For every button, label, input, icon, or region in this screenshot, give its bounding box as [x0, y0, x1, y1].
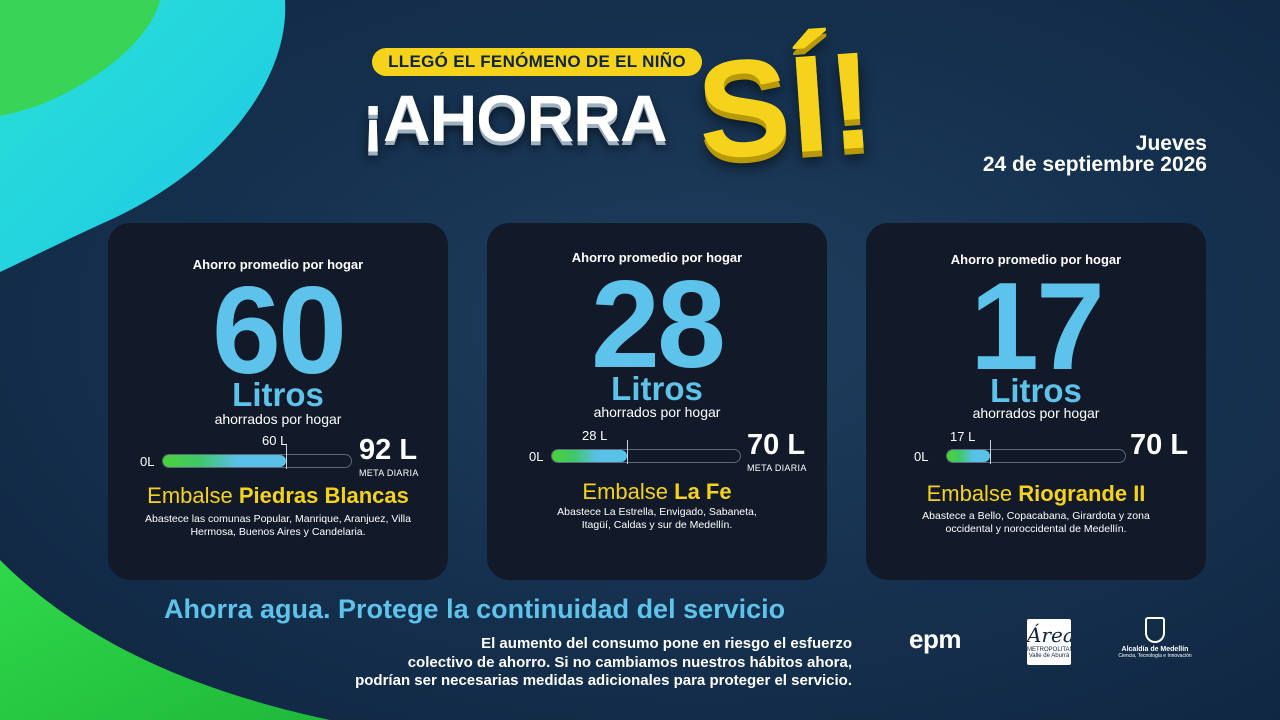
savings-value: 28: [591, 256, 726, 394]
bar-value-label: 60 L: [262, 433, 288, 448]
savings-subtitle: ahorrados por hogar: [972, 405, 1100, 421]
savings-value: 60: [212, 262, 347, 400]
reservoir-description: Abastece La Estrella, Envigado, Sabaneta…: [557, 506, 757, 531]
date-full: 24 de septiembre 2026: [982, 153, 1207, 176]
progress-bar: [946, 440, 1126, 464]
reservoir-card-riogrande-ii: Ahorro promedio por hogar 17 Litros ahor…: [866, 223, 1206, 580]
reservoir-name: Embalse Piedras Blancas: [147, 483, 409, 508]
savings-unit: Litros: [611, 370, 703, 407]
reservoir-name: Embalse La Fe: [582, 479, 732, 504]
daily-goal: 70 L: [747, 429, 806, 461]
alcaldia-medellin-logo: Alcaldía de Medellín Ciencia, Tecnología…: [1118, 617, 1192, 667]
footer-line: El aumento del consumo pone en riesgo el…: [481, 635, 852, 652]
card-label: Ahorro promedio por hogar: [192, 257, 364, 272]
reservoir-description: Abastece a Bello, Copacabana, Girardota …: [922, 510, 1150, 535]
progress-bar-marker: [285, 445, 287, 469]
alcaldia-logo-line: Ciencia, Tecnología e Innovación: [1118, 653, 1192, 659]
progress-bar-marker: [990, 440, 992, 464]
campaign-title: ¡AHORRA: [362, 81, 668, 155]
area-logo-line: Valle de Aburrá: [1028, 653, 1070, 659]
reservoir-card-piedras-blancas: Ahorro promedio por hogar 60 Litros ahor…: [108, 223, 448, 580]
progress-bar: [551, 440, 741, 464]
savings-unit: Litros: [232, 376, 324, 413]
card-label: Ahorro promedio por hogar: [950, 252, 1122, 267]
daily-goal-caption: META DIARIA: [747, 463, 807, 473]
footer-message: El aumento del consumo pone en riesgo el…: [292, 635, 852, 691]
date-day: Jueves: [1135, 132, 1207, 155]
savings-value: 17: [970, 258, 1105, 396]
card-label: Ahorro promedio por hogar: [571, 250, 743, 265]
reservoir-name: Embalse Riogrande II: [926, 481, 1146, 506]
bar-value-label: 17 L: [950, 429, 976, 444]
footer-line: colectivo de ahorro. Si no cambiamos nue…: [407, 653, 852, 671]
savings-subtitle: ahorrados por hogar: [593, 404, 721, 420]
progress-bar-fill: [947, 450, 991, 462]
progress-bar-fill: [552, 450, 628, 462]
savings-unit: Litros: [990, 372, 1082, 409]
reservoir-card-la-fe: Ahorro promedio por hogar 28 Litros ahor…: [487, 223, 827, 580]
savings-subtitle: ahorrados por hogar: [214, 411, 342, 427]
area-metropolitana-logo: Área METROPOLITANA Valle de Aburrá: [1027, 619, 1071, 665]
campaign-title-si: SÍ!: [692, 22, 880, 189]
bar-zero-label: 0L: [529, 449, 544, 464]
footer-line: podrían ser necesarias medidas adicional…: [355, 672, 852, 689]
slogan: Ahorra agua. Protege la continuidad del …: [164, 594, 786, 624]
bar-zero-label: 0L: [140, 454, 155, 469]
epm-logo: epm: [909, 624, 961, 654]
campaign-kicker-badge: LLEGÓ EL FENÓMENO DE EL NIÑO: [372, 48, 702, 76]
bar-zero-label: 0L: [914, 449, 929, 464]
progress-bar-fill: [163, 455, 286, 467]
daily-goal: 70 L: [1130, 429, 1189, 461]
daily-goal: 92 L: [359, 434, 418, 466]
progress-bar-marker: [627, 440, 629, 464]
shield-icon: [1145, 617, 1165, 643]
alcaldia-logo-line: Alcaldía de Medellín: [1121, 646, 1189, 653]
reservoir-description: Abastece las comunas Popular, Manrique, …: [145, 513, 411, 538]
daily-goal-caption: META DIARIA: [359, 468, 419, 478]
area-logo-line: METROPOLITANA: [1027, 647, 1071, 653]
progress-bar: [162, 445, 352, 469]
area-logo-mark: Área: [1027, 623, 1071, 647]
bar-value-label: 28 L: [582, 428, 608, 443]
